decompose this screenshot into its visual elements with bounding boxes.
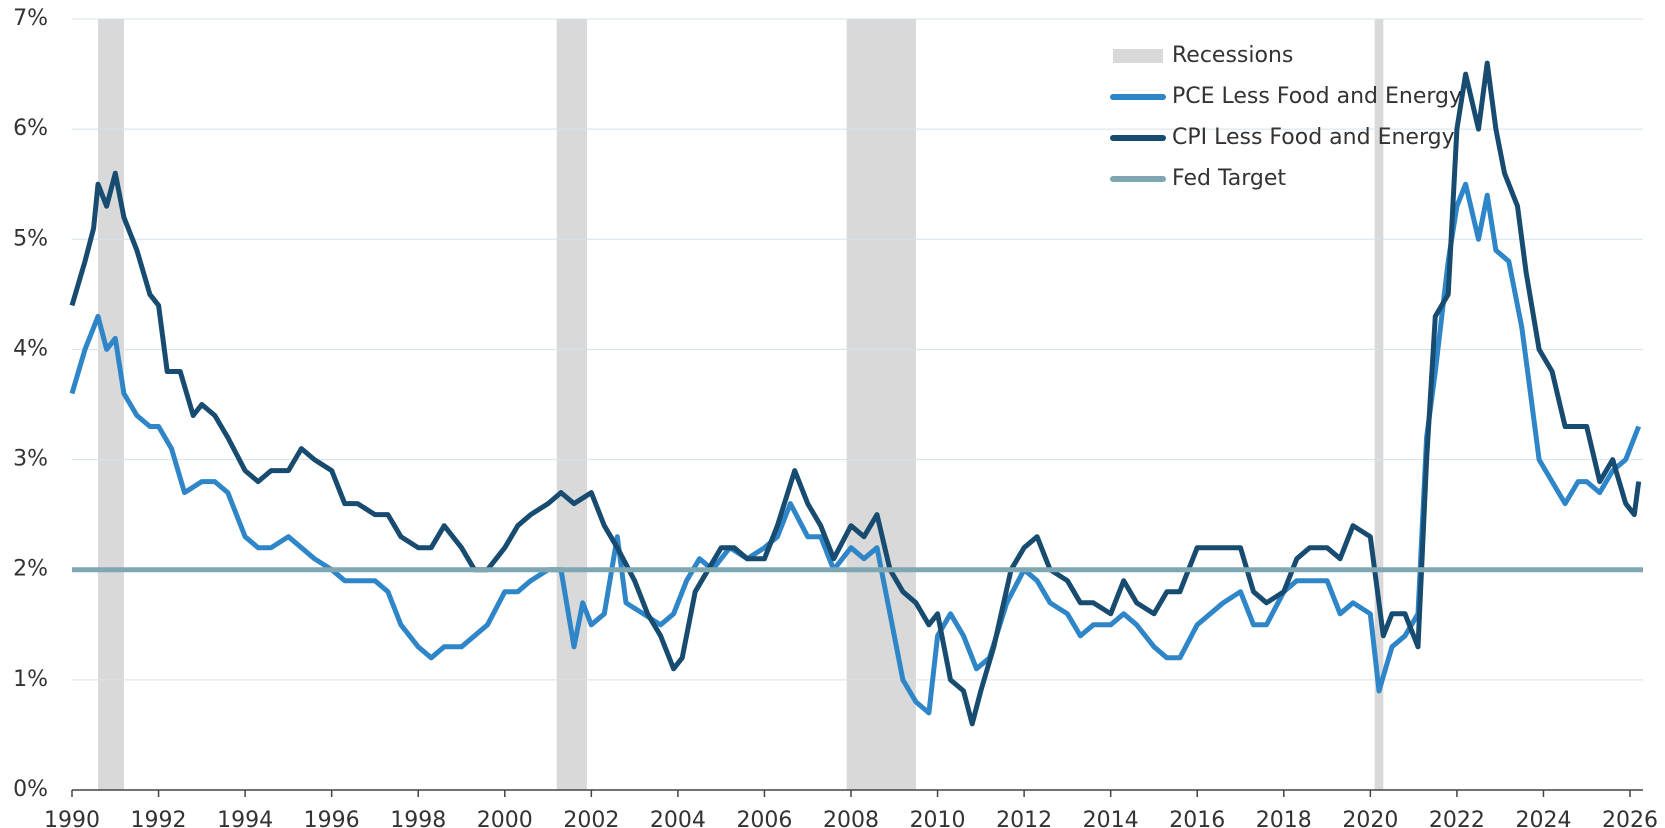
y-tick-label: 6% [13,116,48,141]
x-tick-label: 2014 [1083,808,1139,828]
series-line [69,60,1642,727]
x-tick-label: 2000 [477,808,533,828]
legend-label: CPI Less Food and Energy [1172,125,1455,150]
x-tick-label: 2022 [1429,808,1485,828]
x-tick-label: 2018 [1256,808,1312,828]
x-tick-label: 2008 [823,808,879,828]
x-tick-label: 1994 [217,808,273,828]
recession-band [556,19,588,790]
x-tick-label: 2012 [996,808,1052,828]
y-tick-label: 1% [13,667,48,692]
y-tick-label: 0% [13,777,48,802]
x-tick-label: 1990 [44,808,100,828]
y-tick-label: 2% [13,557,48,582]
y-tick-label: 5% [13,226,48,251]
x-tick-label: 2006 [736,808,792,828]
legend-label: Fed Target [1172,166,1286,191]
x-tick-label: 2026 [1602,808,1658,828]
y-tick-label: 4% [13,336,48,361]
y-tick-label: 3% [13,447,48,472]
x-tick-label: 2016 [1169,808,1225,828]
legend-label: PCE Less Food and Energy [1172,84,1462,109]
x-tick-label: 2024 [1515,808,1571,828]
x-tick-label: 1992 [131,808,187,828]
x-tick-label: 2004 [650,808,706,828]
legend-swatch [1113,49,1163,63]
x-tick-label: 2002 [563,808,619,828]
x-tick-label: 2020 [1342,808,1398,828]
x-tick-label: 1998 [390,808,446,828]
recession-band [97,19,124,790]
x-tick-label: 2010 [910,808,966,828]
legend-label: Recessions [1172,43,1293,68]
recession-band [1374,19,1384,790]
x-tick-label: 1996 [304,808,360,828]
y-tick-label: 7% [13,6,48,31]
recession-band [846,19,916,790]
